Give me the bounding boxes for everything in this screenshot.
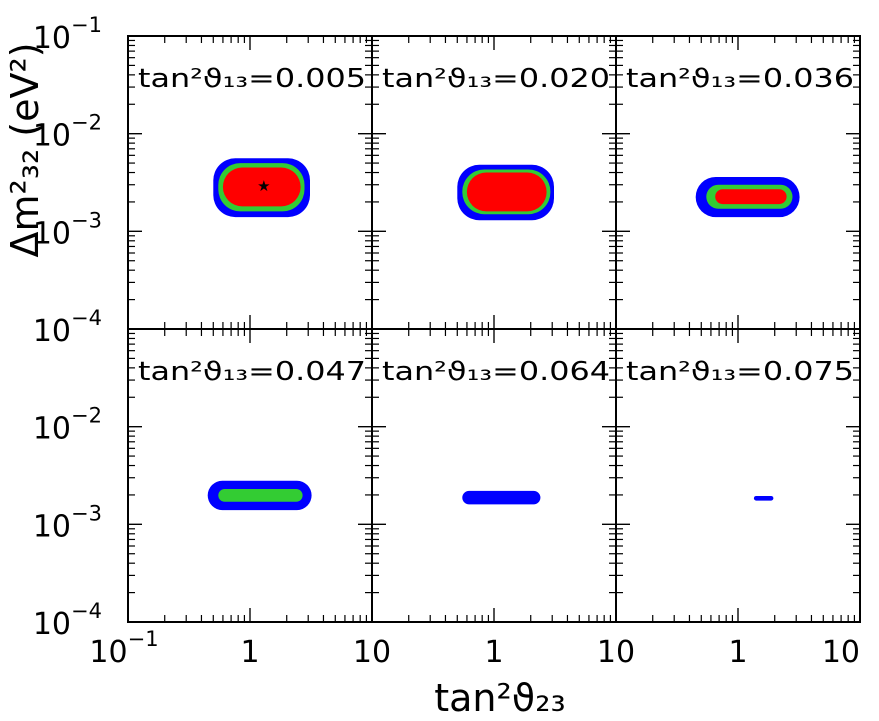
panel-frame-6 — [615, 328, 861, 623]
y-tick-label: 10−3 — [33, 208, 102, 251]
region-outer-panel-6 — [753, 496, 774, 501]
x-tick-label: 1 — [240, 635, 259, 670]
y-tick-label: 10−2 — [33, 111, 102, 154]
panel-label-6: tan²ϑ₁₃=0.075 — [626, 357, 854, 387]
region-inner-panel-2 — [466, 172, 547, 212]
y-tick-label: 10−2 — [33, 404, 102, 447]
panel-label-3: tan²ϑ₁₃=0.036 — [626, 64, 854, 94]
x-tick-label: 10 — [353, 635, 391, 670]
x-tick-label: 1 — [728, 635, 747, 670]
x-tick-label: 10 — [597, 635, 635, 670]
panel-label-2: tan²ϑ₁₃=0.020 — [382, 64, 610, 94]
y-tick-label: 10−3 — [33, 501, 102, 544]
axis-labels: 10−110−210−310−410−210−310−410−1 1 10 1 10 1 1… — [3, 13, 860, 720]
best-fit-star-icon: ★ — [257, 177, 270, 195]
x-tick-label: 1 — [484, 635, 503, 670]
y-axis-title: Δm²₃₂ (eV²) — [3, 42, 47, 257]
y-tick-label: 10−4 — [33, 306, 102, 349]
panel-label-4: tan²ϑ₁₃=0.047 — [138, 357, 366, 387]
x-axis-title: tan²ϑ₂₃ — [434, 676, 566, 720]
allowed-regions: ★ — [207, 158, 800, 511]
region-outer-panel-5 — [462, 490, 541, 505]
region-middle-panel-4 — [218, 489, 303, 502]
y-tick-label: 10−4 — [33, 599, 102, 642]
region-inner-panel-3 — [715, 189, 787, 205]
panel-label-1: tan²ϑ₁₃=0.005 — [138, 64, 366, 94]
y-tick-label: 10−1 — [33, 13, 102, 56]
panel-frames — [127, 35, 861, 623]
region-inner-panel-1 — [222, 167, 301, 207]
x-tick-label: 10−1 — [89, 627, 158, 670]
panel-label-5: tan²ϑ₁₃=0.064 — [382, 357, 610, 387]
x-tick-label: 10 — [822, 635, 860, 670]
panel-labels: tan²ϑ₁₃=0.005 tan²ϑ₁₃=0.020 tan²ϑ₁₃=0.036 t… — [138, 64, 854, 387]
